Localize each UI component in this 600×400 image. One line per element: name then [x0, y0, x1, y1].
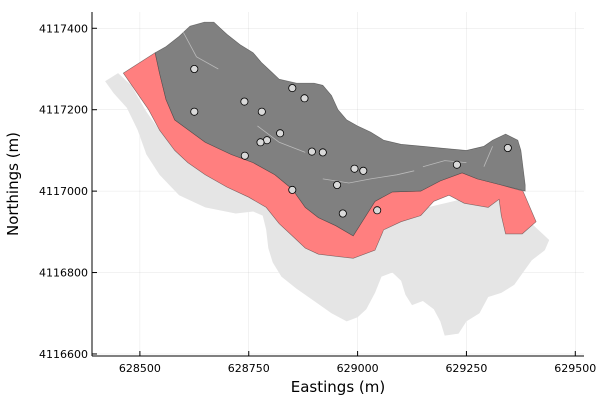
data-point-7 — [262, 136, 271, 145]
data-point-16 — [452, 160, 461, 169]
x-axis-title: Eastings (m) — [291, 378, 385, 396]
y-tick-label-1: 4116800 — [39, 267, 88, 280]
data-points — [190, 65, 512, 218]
interior-line-0 — [183, 32, 219, 70]
data-point-5 — [300, 94, 309, 103]
data-point-8 — [256, 138, 265, 147]
interior-line-1 — [257, 125, 306, 153]
data-point-13 — [359, 166, 368, 175]
interior-line-2 — [322, 170, 415, 184]
data-point-11 — [318, 148, 327, 157]
x-tick-label-1: 628750 — [228, 362, 270, 375]
data-point-10 — [307, 147, 316, 156]
data-point-14 — [333, 180, 342, 189]
y-axis-title: Northings (m) — [4, 132, 22, 236]
x-tick-label-4: 629500 — [554, 362, 596, 375]
interior-region — [154, 21, 526, 237]
data-point-19 — [373, 206, 382, 215]
data-point-1 — [190, 107, 199, 116]
tick-labels: 628500 628750 629000 629250 629500 4116600 411… — [39, 22, 596, 375]
background-region — [105, 73, 550, 336]
x-tick-label-3: 629250 — [445, 362, 487, 375]
y-tick-label-0: 4116600 — [39, 348, 88, 361]
x-tick-label-0: 628500 — [119, 362, 161, 375]
y-tick-label-2: 4117000 — [39, 185, 88, 198]
region-layer — [105, 21, 550, 336]
x-tick-label-2: 629000 — [337, 362, 379, 375]
data-point-2 — [240, 97, 249, 106]
axes — [91, 12, 584, 357]
y-tick-label-4: 4117400 — [39, 22, 88, 35]
y-tick-label-3: 4117200 — [39, 104, 88, 117]
data-point-17 — [503, 143, 512, 152]
data-point-9 — [240, 151, 249, 160]
data-point-12 — [350, 164, 359, 173]
data-point-6 — [276, 129, 285, 138]
data-point-4 — [288, 84, 297, 93]
data-point-18 — [338, 209, 347, 218]
data-point-0 — [190, 65, 199, 74]
interior-line-4 — [483, 146, 493, 167]
data-point-15 — [288, 185, 297, 194]
data-point-3 — [257, 107, 266, 116]
